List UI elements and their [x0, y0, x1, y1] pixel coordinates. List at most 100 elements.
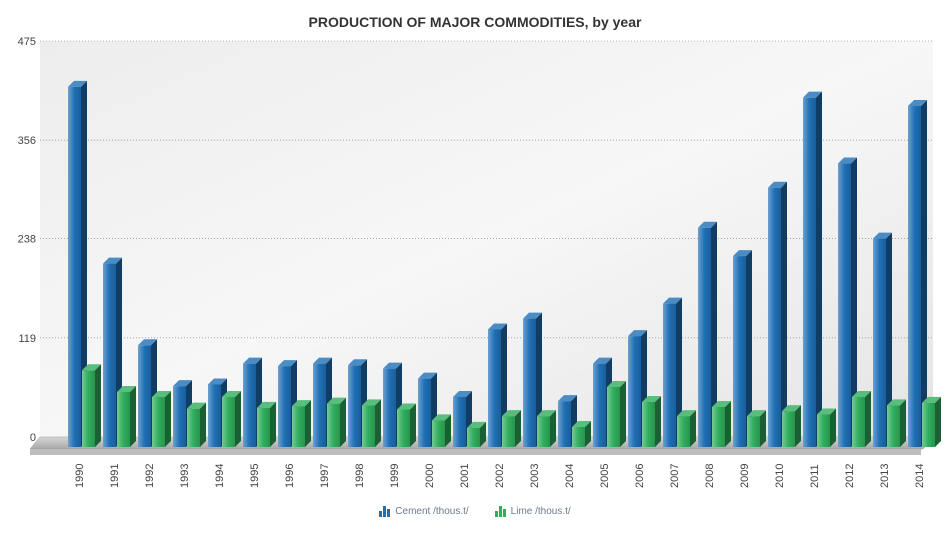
plot-background [40, 41, 933, 437]
y-tick-label: 356 [18, 135, 36, 147]
bar-top [418, 372, 437, 379]
bar-lime-1999 [397, 403, 416, 447]
bar-cement-2013 [873, 232, 892, 447]
x-tick-label: 2012 [844, 464, 856, 488]
bar-lime-2003 [537, 410, 556, 447]
bar-front [523, 318, 536, 447]
bar-cement-2014 [908, 100, 927, 447]
bar-top [768, 181, 787, 188]
bar-top [292, 400, 311, 407]
x-tick-label: 1991 [109, 464, 121, 488]
bar-top [222, 390, 241, 397]
bar-front [103, 263, 116, 447]
bar-side [480, 421, 486, 447]
bar-top [313, 357, 332, 364]
bar-front [488, 329, 501, 447]
bar-lime-1995 [257, 401, 276, 447]
bar-top [432, 414, 451, 421]
bar-side [851, 157, 857, 447]
bar-front [558, 401, 571, 447]
bar-side [585, 420, 591, 447]
bar-top [327, 397, 346, 404]
chart-legend: Cement /thous.t/ Lime /thous.t/ [0, 506, 950, 517]
bar-top [887, 399, 906, 406]
bar-front [803, 97, 816, 448]
bar-side [865, 390, 871, 447]
bar-front [852, 396, 865, 447]
bar-side [935, 396, 941, 447]
bar-lime-2007 [677, 410, 696, 447]
bar-top [628, 330, 647, 337]
bar-front [733, 256, 746, 447]
bar-lime-2014 [922, 396, 941, 447]
bar-front [502, 416, 515, 447]
bar-lime-1994 [222, 390, 241, 447]
bar-front [642, 401, 655, 447]
x-tick-label: 1995 [249, 464, 261, 488]
bar-front [677, 416, 690, 447]
bar-top [82, 364, 101, 371]
bar-side [711, 221, 717, 447]
bar-top [698, 221, 717, 228]
y-tick-label: 475 [18, 36, 36, 48]
bar-top [467, 421, 486, 428]
bar-lime-2004 [572, 420, 591, 447]
legend-item-lime[interactable]: Lime /thous.t/ [494, 506, 571, 517]
bar-front [432, 420, 445, 447]
x-tick-label: 1994 [214, 464, 226, 488]
bar-lime-2013 [887, 399, 906, 447]
bar-side [676, 297, 682, 447]
bar-top [852, 390, 871, 397]
bar-lime-1998 [362, 399, 381, 447]
bar-front [838, 163, 851, 447]
x-tick-label: 2003 [529, 464, 541, 488]
bar-front [768, 187, 781, 447]
bar-front [278, 366, 291, 447]
bar-side [130, 385, 136, 447]
bar-lime-2000 [432, 414, 451, 447]
bar-front [313, 363, 326, 447]
y-tick-label: 119 [18, 333, 36, 345]
bar-cement-2012 [838, 157, 857, 447]
bar-side [781, 181, 787, 447]
bar-top [257, 401, 276, 408]
bar-cement-2007 [663, 297, 682, 447]
bar-side [886, 232, 892, 447]
bar-top [68, 80, 87, 87]
bar-top [278, 360, 297, 367]
bar-top [138, 339, 157, 346]
x-tick-label: 2000 [424, 464, 436, 488]
bar-top [733, 250, 752, 257]
bar-top [152, 390, 171, 397]
bar-front [68, 86, 81, 447]
bar-side [165, 390, 171, 447]
bar-lime-1993 [187, 402, 206, 447]
bar-lime-1991 [117, 385, 136, 447]
bar-top [383, 362, 402, 369]
bar-front [187, 408, 200, 447]
x-tick-label: 2010 [774, 464, 786, 488]
bar-top [173, 380, 192, 387]
bar-top [817, 408, 836, 415]
legend-label-cement: Cement /thous.t/ [395, 506, 469, 517]
x-tick-label: 2002 [494, 464, 506, 488]
bar-cement-1990 [68, 80, 87, 447]
bar-top [663, 297, 682, 304]
bar-top [502, 410, 521, 417]
bar-front [908, 106, 921, 447]
bar-front [257, 407, 270, 447]
bar-front [572, 426, 585, 447]
legend-item-cement[interactable]: Cement /thous.t/ [379, 506, 469, 517]
x-tick-label: 2005 [599, 464, 611, 488]
bar-front [82, 370, 95, 447]
bar-top [677, 410, 696, 417]
bar-top [117, 385, 136, 392]
bar-top [348, 359, 367, 366]
bar-front [383, 368, 396, 447]
bar-front [698, 227, 711, 447]
x-tick-label: 2004 [564, 464, 576, 488]
bar-side [921, 100, 927, 447]
bar-lime-1997 [327, 397, 346, 447]
bar-top [747, 410, 766, 417]
